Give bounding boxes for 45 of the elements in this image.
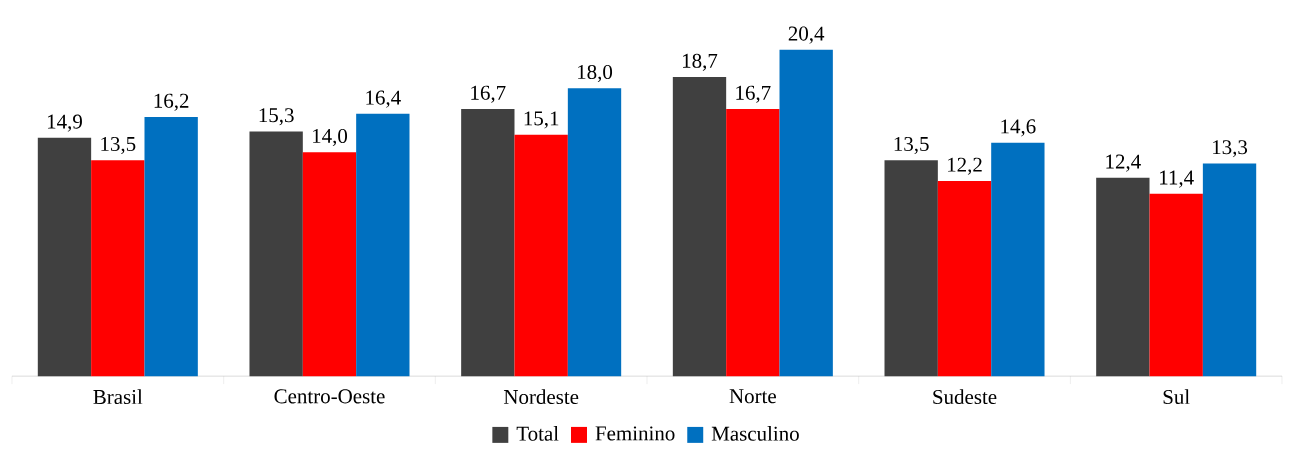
bar: [461, 109, 515, 377]
x-tick-label: Brasil: [93, 389, 143, 405]
bar: [37, 137, 92, 377]
legend-label: Feminino: [595, 426, 675, 441]
bar: [249, 131, 303, 377]
data-label: 16,7: [736, 85, 771, 103]
bar: [937, 181, 992, 377]
bar: [1096, 177, 1150, 377]
data-label: 14,0: [313, 128, 348, 147]
legend-label: Total: [516, 426, 559, 441]
legend-label: Masculino: [711, 426, 799, 441]
bar: [144, 117, 198, 377]
data-label: 13,5: [101, 136, 136, 155]
bar: [91, 160, 145, 377]
data-label: 18,7: [683, 53, 718, 71]
bar: [1149, 193, 1203, 377]
bar: [779, 49, 833, 377]
bar: [884, 160, 938, 377]
data-label: 12,4: [1106, 154, 1141, 172]
bar: [567, 88, 622, 377]
data-label: 16,4: [366, 90, 401, 108]
bar: [302, 152, 357, 377]
x-tick-label: Norte: [729, 389, 776, 404]
data-label: 14,6: [1001, 119, 1036, 137]
data-label: 15,3: [259, 108, 294, 126]
data-label: 11,4: [1160, 170, 1194, 188]
x-tick-label: Sul: [1163, 389, 1190, 405]
data-label: 20,4: [788, 26, 825, 44]
data-label: 15,1: [524, 111, 559, 129]
bar: [1202, 163, 1257, 377]
data-label: 14,9: [47, 114, 82, 132]
bar: [726, 109, 780, 377]
x-tick-label: Sudeste: [933, 389, 997, 405]
x-tick-label: Nordeste: [503, 389, 579, 405]
data-label: 13,5: [894, 136, 929, 155]
data-label: 16,2: [154, 93, 189, 111]
x-tick-label: Centro-Oeste: [274, 389, 385, 404]
data-label: 12,2: [948, 157, 982, 175]
bar: [991, 142, 1045, 377]
bar: [514, 134, 568, 377]
bar: [356, 113, 410, 377]
bar: [672, 77, 727, 377]
data-label: 16,7: [471, 85, 506, 103]
data-label: 13,3: [1213, 140, 1248, 158]
data-label: 18,0: [578, 64, 613, 83]
